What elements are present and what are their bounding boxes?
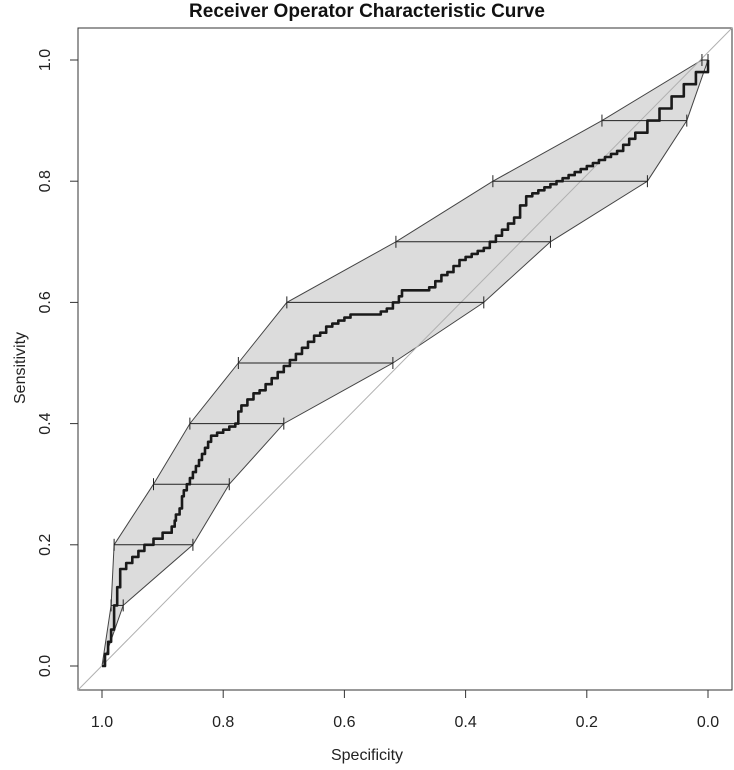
x-tick-label: 0.4: [454, 714, 476, 731]
y-tick-label: 0.4: [37, 412, 54, 434]
x-tick-label: 0.2: [576, 714, 598, 731]
y-tick-label: 1.0: [37, 49, 54, 71]
y-tick-label: 0.6: [37, 291, 54, 313]
roc-curve-group: [102, 60, 710, 668]
diagonal-reference-group: [77, 27, 733, 691]
y-axis-label: Sensitivity: [12, 331, 29, 404]
y-axis: 0.0 0.2 0.4 0.6 0.8 1.0: [37, 49, 79, 677]
roc-curve-line: [102, 60, 710, 668]
diagonal-reference-line: [77, 27, 733, 691]
x-tick-label: 0.6: [333, 714, 355, 731]
y-tick-label: 0.8: [37, 170, 54, 192]
x-tick-label: 0.0: [697, 714, 719, 731]
chart-title: Receiver Operator Characteristic Curve: [189, 1, 545, 22]
x-tick-label: 1.0: [91, 714, 113, 731]
x-axis-label: Specificity: [330, 747, 404, 764]
y-tick-label: 0.0: [37, 655, 54, 677]
y-tick-label: 0.2: [37, 534, 54, 556]
x-axis: 1.0 0.8 0.6 0.4 0.2 0.0: [91, 689, 719, 731]
x-tick-label: 0.8: [212, 714, 234, 731]
